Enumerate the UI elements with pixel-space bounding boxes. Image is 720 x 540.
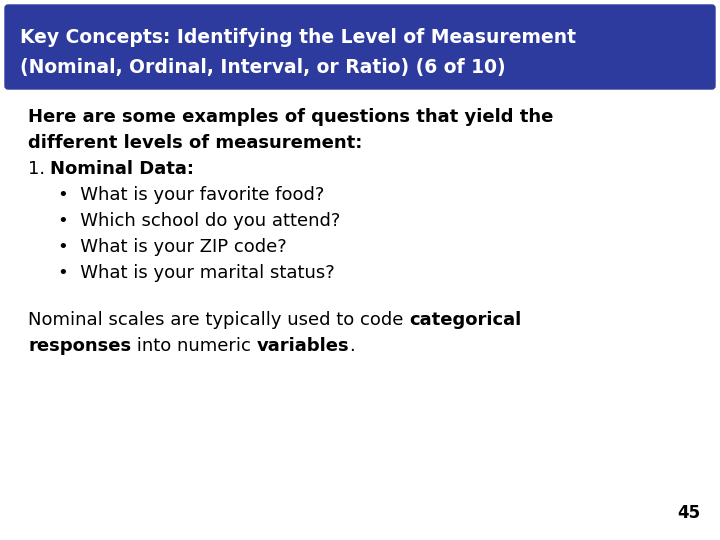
Text: 45: 45 bbox=[677, 504, 700, 522]
Text: different levels of measurement:: different levels of measurement: bbox=[28, 134, 362, 152]
Text: .: . bbox=[349, 337, 355, 355]
Text: Nominal scales are typically used to code: Nominal scales are typically used to cod… bbox=[28, 311, 409, 329]
FancyBboxPatch shape bbox=[5, 5, 715, 89]
Text: Key Concepts: Identifying the Level of Measurement: Key Concepts: Identifying the Level of M… bbox=[20, 28, 576, 47]
Text: •  What is your favorite food?: • What is your favorite food? bbox=[58, 186, 325, 204]
Text: (Nominal, Ordinal, Interval, or Ratio) (6 of 10): (Nominal, Ordinal, Interval, or Ratio) (… bbox=[20, 58, 505, 77]
Text: •  What is your marital status?: • What is your marital status? bbox=[58, 264, 335, 282]
Text: responses: responses bbox=[28, 337, 131, 355]
Text: 1.: 1. bbox=[28, 160, 51, 178]
Text: variables: variables bbox=[257, 337, 349, 355]
Text: Nominal Data:: Nominal Data: bbox=[50, 160, 194, 178]
Text: •  What is your ZIP code?: • What is your ZIP code? bbox=[58, 238, 287, 256]
Text: into numeric: into numeric bbox=[131, 337, 257, 355]
Text: •  Which school do you attend?: • Which school do you attend? bbox=[58, 212, 341, 230]
Text: categorical: categorical bbox=[409, 311, 521, 329]
Text: Here are some examples of questions that yield the: Here are some examples of questions that… bbox=[28, 108, 554, 126]
